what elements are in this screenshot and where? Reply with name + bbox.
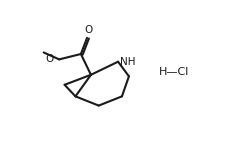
Text: O: O	[84, 25, 93, 35]
Text: O: O	[45, 54, 54, 64]
Text: H—Cl: H—Cl	[159, 67, 189, 78]
Text: NH: NH	[120, 57, 135, 67]
